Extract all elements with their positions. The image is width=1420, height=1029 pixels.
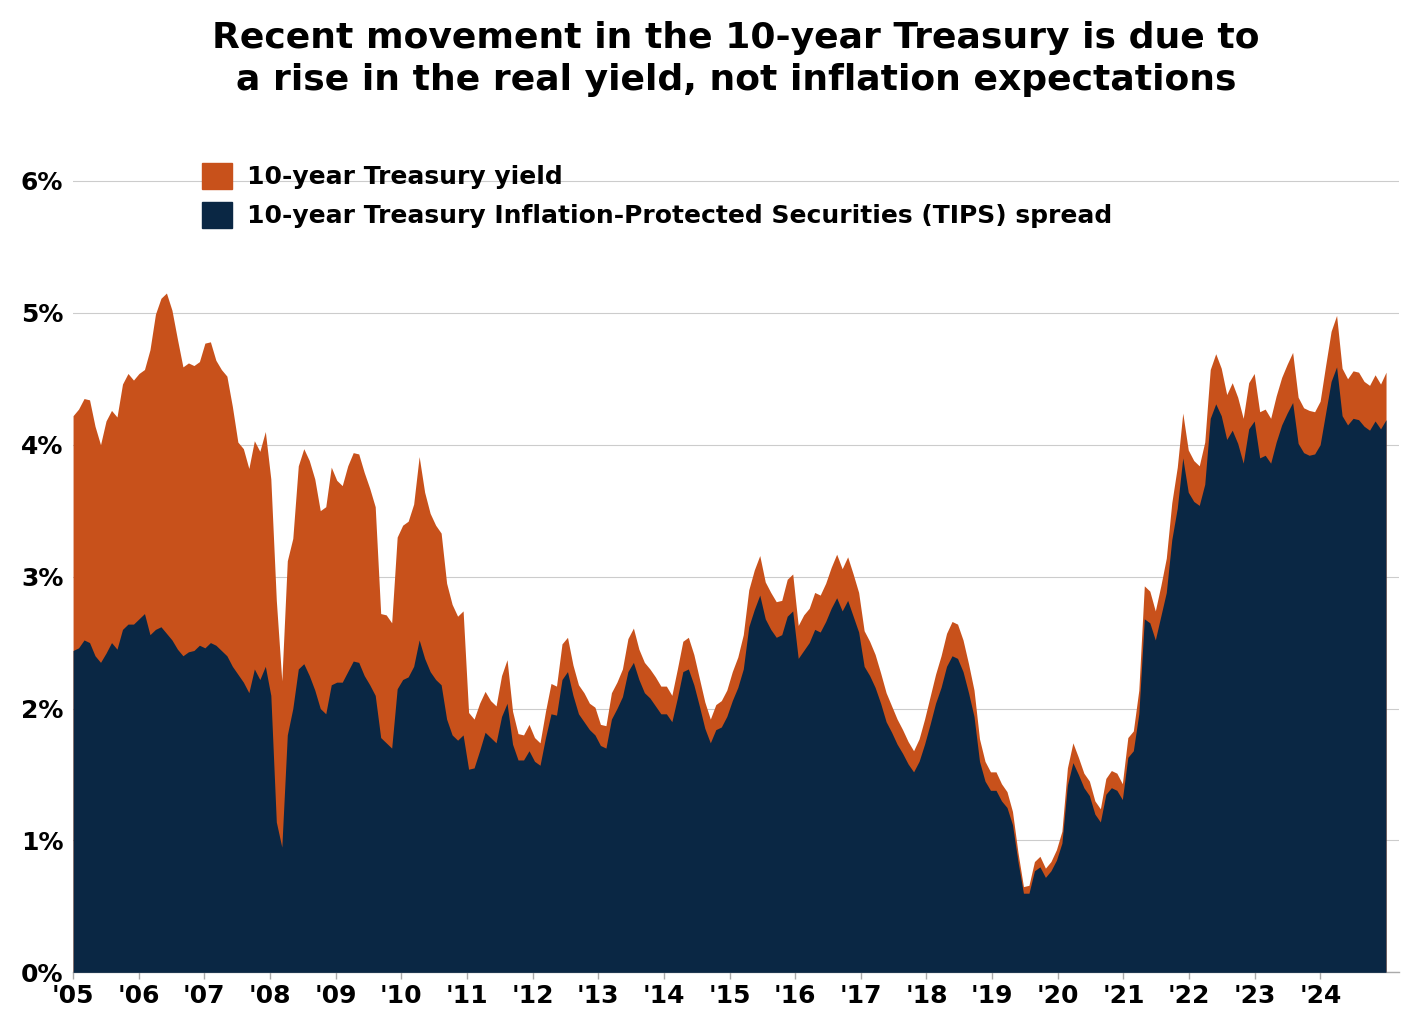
Title: Recent movement in the 10-year Treasury is due to
a rise in the real yield, not : Recent movement in the 10-year Treasury …: [213, 21, 1260, 97]
Legend: 10-year Treasury yield, 10-year Treasury Inflation-Protected Securities (TIPS) s: 10-year Treasury yield, 10-year Treasury…: [192, 153, 1122, 238]
